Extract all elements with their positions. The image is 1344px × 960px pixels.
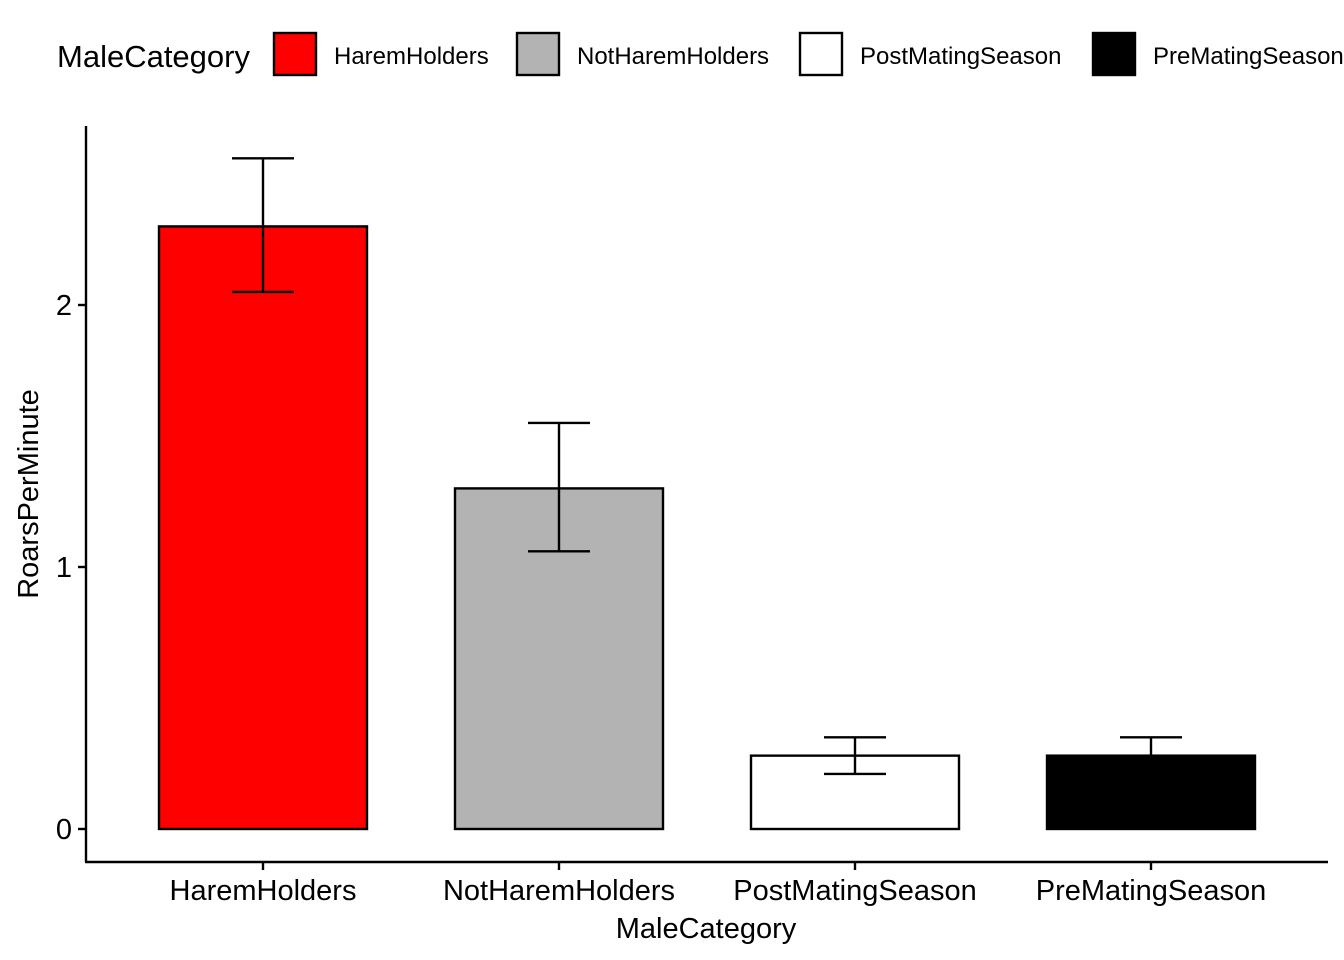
- legend-key-postmatingseason: [798, 31, 844, 77]
- y-tick-label-2: 2: [56, 290, 72, 322]
- legend-label-prematingseason: PreMatingSeason: [1153, 43, 1344, 70]
- y-tick-label-0: 0: [56, 814, 72, 846]
- legend-key-prematingseason: [1091, 31, 1137, 77]
- legend: MaleCategory HaremHolders NotHaremHolders…: [57, 31, 1344, 77]
- legend-title: MaleCategory: [57, 39, 250, 74]
- bar-haremholders: [157, 225, 369, 831]
- y-axis-title: RoarsPerMinute: [13, 389, 45, 599]
- x-tick-label-notharemholders: NotHaremHolders: [443, 875, 675, 907]
- x-tick-label-postmatingseason: PostMatingSeason: [733, 875, 976, 907]
- x-axis-title: MaleCategory: [616, 913, 797, 945]
- plot-area: [157, 157, 1257, 831]
- x-tick-label-prematingseason: PreMatingSeason: [1036, 875, 1267, 907]
- legend-label-haremholders: HaremHolders: [334, 43, 489, 70]
- legend-key-notharemholders: [515, 31, 561, 77]
- axes: 0 1 2 HaremHolders NotHaremHolders PostMating…: [56, 126, 1328, 907]
- x-tick-label-haremholders: HaremHolders: [170, 875, 357, 907]
- y-tick-label-1: 1: [56, 552, 72, 584]
- bar-prematingseason: [1045, 754, 1257, 831]
- legend-key-haremholders: [272, 31, 318, 77]
- legend-label-notharemholders: NotHaremHolders: [577, 43, 769, 70]
- legend-label-postmatingseason: PostMatingSeason: [860, 43, 1061, 70]
